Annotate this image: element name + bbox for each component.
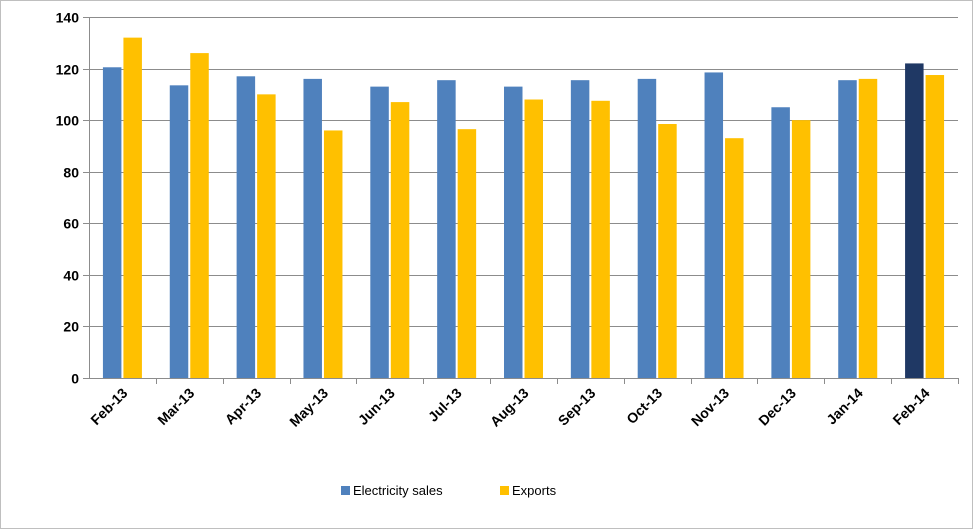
bar <box>123 37 142 378</box>
x-tick-label: May-13 <box>286 385 331 430</box>
bar <box>905 63 924 379</box>
x-tick-labels: Feb-13 Mar-13 Apr-13 May-13 Jun-13 Jul-13 Aug-… <box>87 385 933 430</box>
bar <box>457 129 477 378</box>
y-tick-label: 60 <box>63 216 79 232</box>
x-tick-label: Apr-13 <box>222 385 265 428</box>
bar <box>925 75 945 379</box>
bar <box>838 80 857 379</box>
bar <box>390 102 410 378</box>
bar <box>591 100 610 378</box>
bar <box>791 120 811 379</box>
bar <box>190 53 209 378</box>
bars <box>102 37 945 379</box>
bar <box>570 80 590 379</box>
bar <box>257 94 276 378</box>
x-tick-label: Mar-13 <box>154 385 197 428</box>
bar <box>658 124 677 378</box>
x-tick-label: Jan-14 <box>823 385 866 428</box>
x-tick-label: Feb-14 <box>889 385 932 428</box>
x-tick-label: Oct-13 <box>623 385 665 427</box>
bar <box>771 107 790 378</box>
x-tick-label: Sep-13 <box>555 385 599 429</box>
x-tick-label: Feb-13 <box>87 385 130 428</box>
bar <box>725 138 744 378</box>
bar <box>524 99 543 378</box>
bar <box>169 85 189 378</box>
y-tick-label: 140 <box>56 10 80 26</box>
x-tick-label: Jun-13 <box>355 385 398 428</box>
legend-item: Exports <box>500 483 557 498</box>
bar <box>102 67 122 379</box>
bar <box>437 80 456 379</box>
y-tick-label: 120 <box>56 62 80 78</box>
legend-item: Electricity sales <box>341 483 443 498</box>
bar <box>236 76 256 379</box>
x-tick-label: Jul-13 <box>425 385 465 425</box>
y-tick-label: 40 <box>63 268 79 284</box>
gridlines <box>89 17 958 327</box>
bar <box>323 130 343 378</box>
y-tick-label: 0 <box>71 371 79 387</box>
legend-label: Exports <box>512 483 557 498</box>
bar <box>370 86 389 378</box>
y-tick-label: 100 <box>56 113 80 129</box>
x-tick-label: Dec-13 <box>755 385 799 429</box>
legend: Electricity sales Exports <box>341 483 557 498</box>
y-tick-labels: 0 20 40 60 80 100 120 140 <box>56 10 80 387</box>
axes <box>83 17 959 384</box>
y-tick-label: 80 <box>63 165 79 181</box>
legend-swatch <box>500 486 509 495</box>
y-tick-label: 20 <box>63 319 79 335</box>
legend-swatch <box>341 486 350 495</box>
x-tick-label: Nov-13 <box>688 385 732 429</box>
bar <box>858 78 878 378</box>
legend-label: Electricity sales <box>353 483 443 498</box>
bar <box>704 72 724 379</box>
bar <box>303 78 322 378</box>
bar <box>637 78 657 378</box>
x-tick-label: Aug-13 <box>487 385 532 430</box>
bar <box>504 86 523 378</box>
